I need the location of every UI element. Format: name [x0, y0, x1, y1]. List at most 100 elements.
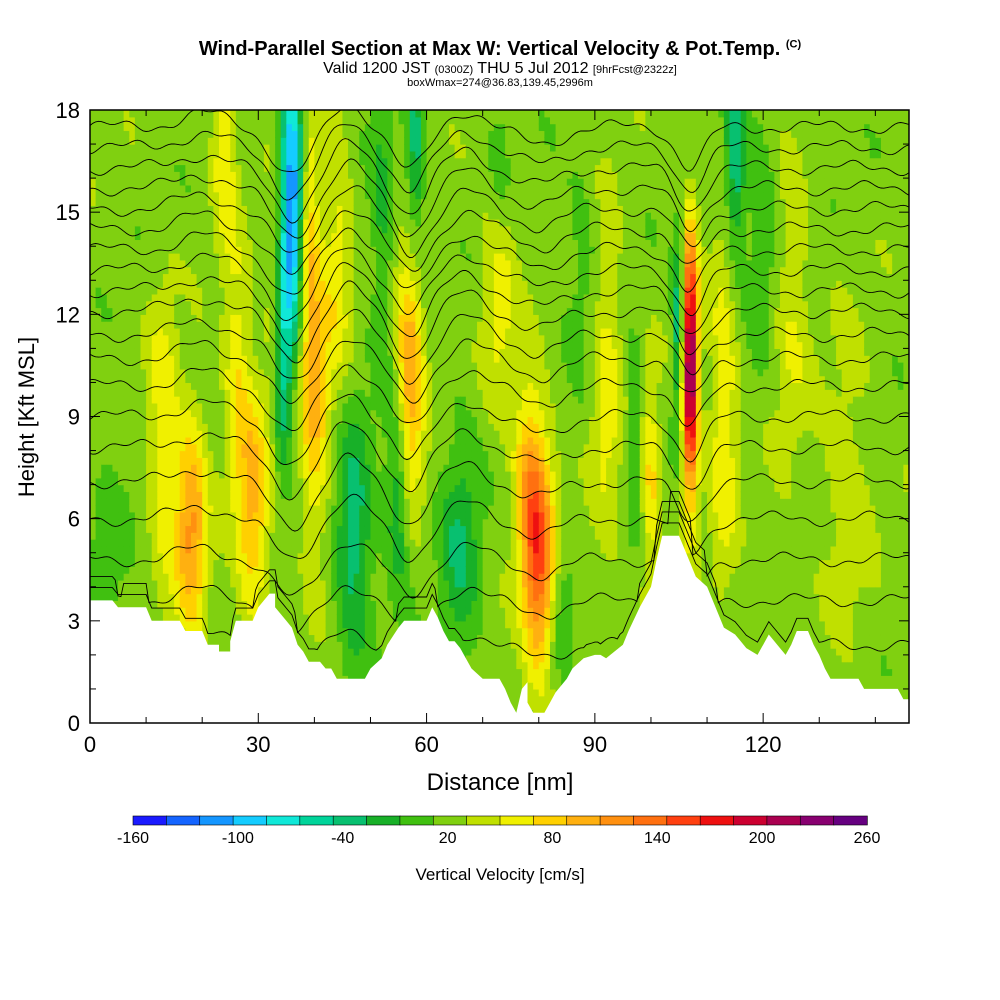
velocity-cell [213, 300, 220, 309]
velocity-cell [112, 470, 119, 479]
velocity-cell [101, 157, 108, 166]
velocity-cell [308, 620, 315, 629]
velocity-cell [308, 280, 315, 288]
velocity-cell [263, 362, 271, 370]
velocity-cell [275, 470, 282, 479]
velocity-cell [190, 600, 198, 608]
velocity-cell [269, 457, 276, 465]
velocity-cell [118, 443, 125, 452]
velocity-cell [398, 498, 405, 506]
velocity-cell [331, 436, 338, 445]
velocity-cell [392, 164, 400, 172]
velocity-cell [381, 409, 388, 418]
velocity-cell [314, 470, 321, 479]
velocity-cell [179, 402, 186, 411]
velocity-cell [230, 607, 237, 615]
velocity-cell [308, 171, 315, 179]
velocity-cell [252, 579, 259, 588]
velocity-cell [207, 600, 215, 608]
velocity-cell [129, 539, 136, 547]
velocity-cell [112, 464, 119, 472]
velocity-cell [196, 552, 203, 561]
velocity-cell [364, 164, 372, 172]
velocity-cell [331, 552, 338, 561]
velocity-cell [269, 532, 276, 540]
velocity-cell [275, 293, 282, 302]
velocity-cell [297, 218, 304, 227]
velocity-cell [319, 641, 327, 649]
velocity-cell [263, 518, 271, 527]
velocity-cell [202, 539, 209, 547]
velocity-cell [247, 253, 254, 261]
velocity-cell [129, 375, 136, 384]
velocity-cell [235, 130, 243, 138]
velocity-cell [314, 307, 321, 315]
velocity-cell [308, 362, 315, 370]
velocity-cell [275, 436, 282, 445]
velocity-cell [129, 573, 136, 581]
velocity-cell [174, 355, 181, 363]
velocity-cell [151, 246, 158, 254]
velocity-cell [235, 566, 243, 574]
velocity-cell [157, 614, 164, 622]
velocity-cell [118, 266, 125, 275]
velocity-cell [291, 518, 299, 527]
velocity-cell [392, 579, 400, 588]
velocity-cell [134, 205, 142, 213]
velocity-cell [319, 341, 327, 349]
velocity-cell [342, 654, 349, 663]
velocity-cell [291, 348, 299, 356]
velocity-cell [134, 130, 142, 138]
velocity-cell [325, 178, 332, 186]
velocity-cell [185, 484, 192, 493]
velocity-cell [213, 450, 220, 458]
velocity-cell [336, 532, 344, 540]
velocity-cell [140, 498, 147, 506]
velocity-cell [219, 498, 226, 506]
velocity-cell [263, 327, 271, 336]
velocity-cell [140, 491, 147, 499]
velocity-cell [179, 586, 186, 595]
velocity-cell [90, 477, 97, 486]
velocity-cell [219, 287, 226, 295]
velocity-cell [370, 641, 377, 649]
velocity-cell [263, 321, 271, 329]
velocity-cell [336, 607, 344, 615]
velocity-cell [168, 164, 175, 172]
velocity-cell [123, 259, 130, 268]
velocity-cell [319, 539, 327, 547]
velocity-cell [224, 246, 231, 254]
velocity-cell [353, 300, 360, 309]
velocity-cell [247, 375, 254, 384]
velocity-cell [364, 511, 372, 520]
velocity-cell [359, 253, 366, 261]
velocity-cell [247, 191, 254, 200]
velocity-cell [359, 164, 366, 172]
velocity-cell [162, 110, 170, 118]
velocity-cell [331, 668, 338, 676]
velocity-cell [213, 327, 220, 336]
velocity-cell [308, 396, 315, 404]
velocity-cell [207, 171, 215, 179]
velocity-cell [196, 266, 203, 275]
velocity-cell [359, 382, 366, 390]
velocity-cell [308, 539, 315, 547]
velocity-cell [376, 130, 383, 138]
velocity-cell [207, 579, 215, 588]
velocity-cell [342, 389, 349, 397]
velocity-cell [168, 559, 175, 567]
velocity-cell [241, 184, 248, 193]
velocity-cell [286, 484, 293, 493]
velocity-cell [263, 246, 271, 254]
velocity-cell [353, 259, 360, 268]
velocity-cell [174, 593, 181, 601]
velocity-cell [297, 246, 304, 254]
velocity-cell [174, 525, 181, 533]
velocity-cell [112, 552, 119, 561]
velocity-cell [392, 218, 400, 227]
velocity-cell [331, 218, 338, 227]
velocity-cell [348, 634, 355, 642]
velocity-cell [303, 116, 310, 125]
velocity-cell [219, 620, 226, 629]
velocity-cell [392, 518, 400, 527]
